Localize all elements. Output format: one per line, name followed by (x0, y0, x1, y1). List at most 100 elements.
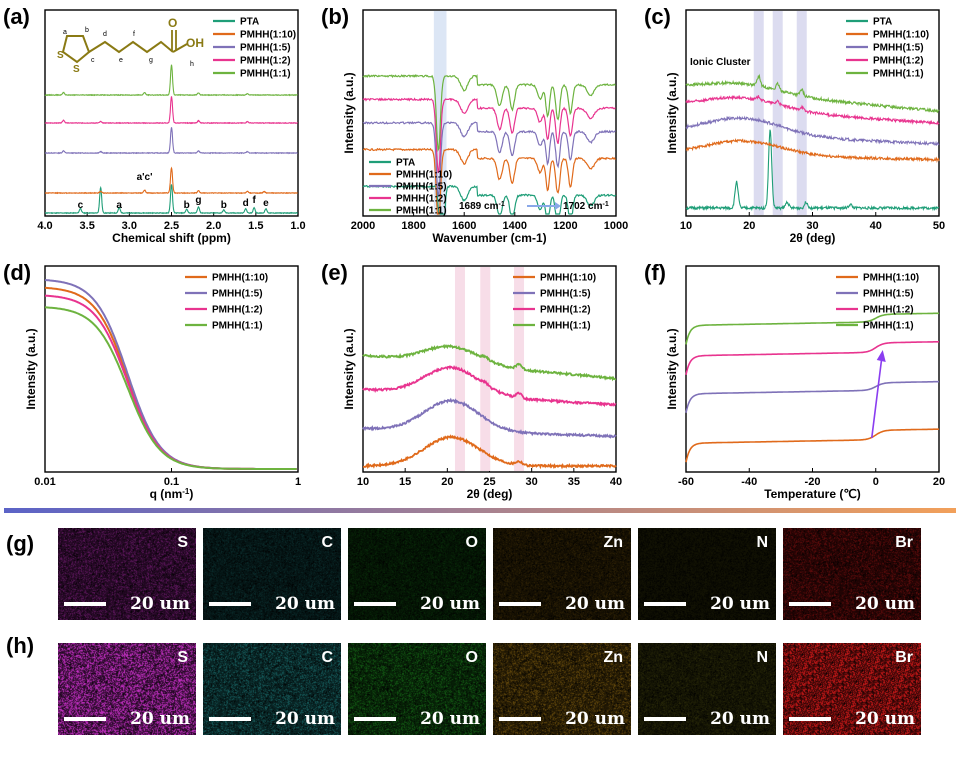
eds-map-N: N 20 um (638, 643, 776, 735)
ftir-line-PMHH(1:1) (362, 73, 616, 153)
x-tick-label: 0.1 (164, 476, 179, 488)
y-axis-label: Intensity (a.u.) (665, 328, 679, 409)
x-tick-label: 15 (399, 476, 411, 488)
panel-label-f: (f) (644, 260, 666, 285)
panel-e: (e) 10 15 20 25 30 35 40 2θ (deg) Intensity (a.u.… (321, 260, 622, 501)
eds-map-O: O 20 um (348, 528, 486, 620)
legend-entry: PTA (873, 17, 892, 28)
x-tick-label: 0 (873, 476, 879, 488)
element-symbol: S (177, 649, 188, 666)
molecule-structure: SS O OH a b c d e f g h (57, 16, 204, 75)
molecule-label: d (103, 31, 107, 38)
molecule-label: f (133, 31, 135, 38)
x-axis-label-end: ) (189, 487, 193, 501)
nmr-peak-label: a'c' (137, 172, 153, 183)
scale-bar (644, 602, 686, 606)
legend-entry: PMHH(1:5) (863, 289, 914, 300)
element-symbol: O (465, 649, 478, 666)
legend-entry: PMHH(1:2) (212, 305, 263, 316)
panel-label-b: (b) (321, 4, 349, 29)
nmr-line-PMHH(1:5) (44, 127, 298, 155)
shift-arrow-head (555, 202, 561, 210)
legend-entry: PMHH(1:2) (873, 56, 924, 67)
xrd-line-PMHH(1:2) (362, 364, 617, 408)
scale-bar (789, 717, 831, 721)
dsc-line-PMHH(1:5) (685, 380, 940, 413)
eds-map-Br: Br 20 um (783, 643, 921, 735)
x-axis-label: Wavenumber (cm-1) (432, 231, 546, 245)
highlight-band (753, 11, 764, 215)
shift-annotation-right: 1702 cm-1 (563, 201, 609, 213)
shift-annotation-sup: -1 (602, 201, 608, 208)
panel-f: (f) -60 -40 -20 0 20 Temperature (℃) Intensity … (644, 260, 945, 501)
saxs-line-PMHH(1:1) (44, 306, 297, 470)
highlight-band (772, 11, 783, 215)
panel-label-e: (e) (321, 260, 348, 285)
y-axis-label: Intensity (a.u.) (342, 72, 356, 153)
panel-label-d: (d) (3, 260, 31, 285)
eds-map-N: N 20 um (638, 528, 776, 620)
atom-s: S (57, 50, 64, 61)
x-tick-label: 10 (680, 220, 692, 232)
legend-entry: PMHH(1:10) (873, 30, 929, 41)
legend-entry: PTA (396, 158, 415, 169)
x-tick-label: 30 (526, 476, 538, 488)
x-tick-label: 35 (568, 476, 580, 488)
element-symbol: S (177, 534, 188, 551)
legend-entry: PTA (240, 17, 259, 28)
scale-bar-label: 20 um (275, 594, 335, 614)
atom-s: S (73, 64, 80, 75)
x-tick-label: 10 (357, 476, 369, 488)
carbonyl-bond (171, 30, 177, 51)
legend-entry: PMHH(1:5) (240, 43, 291, 54)
nmr-line-PMHH(1:2) (44, 96, 299, 125)
x-tick-label: 1200 (553, 220, 577, 232)
x-axis-label-sup: -1 (182, 487, 190, 496)
molecule-label: c (91, 57, 95, 64)
x-tick-label: 20 (933, 476, 945, 488)
x-tick-label: 3.5 (80, 220, 95, 232)
xrd-line-PMHH(1:1) (685, 73, 940, 114)
chain-bonds (88, 40, 174, 54)
xrd-line-PMHH(1:10) (363, 434, 617, 470)
x-tick-label: -60 (678, 476, 694, 488)
nmr-peak-label: e (263, 198, 269, 209)
ftir-line-PTA (362, 184, 617, 215)
x-tick-label: -40 (741, 476, 757, 488)
element-symbol: Zn (603, 649, 623, 666)
x-tick-label: 30 (806, 220, 818, 232)
scale-bar (209, 717, 251, 721)
nmr-peak-label: g (195, 195, 201, 206)
element-symbol: Zn (603, 534, 623, 551)
x-tick-label: 1.0 (290, 220, 305, 232)
x-tick-label: 25 (483, 476, 495, 488)
eds-map-Br: Br 20 um (783, 528, 921, 620)
legend-entry: PMHH(1:10) (396, 170, 452, 181)
scale-bar-label: 20 um (420, 594, 480, 614)
element-symbol: O (465, 534, 478, 551)
y-axis-label: Intensity (a.u.) (24, 328, 38, 409)
x-tick-label: 1800 (401, 220, 425, 232)
scale-bar-label: 20 um (275, 709, 335, 729)
ionic-cluster-label: Ionic Cluster (690, 57, 751, 68)
xrd-line-PTA (685, 129, 939, 212)
highlight-band (796, 11, 807, 215)
legend-entry: PMHH(1:1) (212, 321, 263, 332)
eds-map-S: S 20 um (58, 643, 196, 735)
eds-map-C: C 20 um (203, 643, 341, 735)
x-tick-label: 1 (295, 476, 301, 488)
molecule-label: h (190, 61, 194, 68)
x-tick-label: 50 (933, 220, 945, 232)
x-tick-label: 1.5 (248, 220, 263, 232)
molecule-label: a (63, 29, 67, 36)
x-axis-label: Chemical shift (ppm) (112, 231, 231, 245)
scale-bar-label: 20 um (710, 709, 770, 729)
y-axis-label: Intensity (a.u.) (665, 72, 679, 153)
y-axis-label: Intensity (a.u.) (342, 328, 356, 409)
scale-bar (789, 602, 831, 606)
xrd-line-PMHH(1:10) (685, 138, 940, 164)
dsc-line-PMHH(1:2) (685, 340, 940, 375)
ring-bonds (61, 35, 91, 64)
x-tick-label: 3.0 (122, 220, 137, 232)
x-tick-label: 40 (610, 476, 622, 488)
